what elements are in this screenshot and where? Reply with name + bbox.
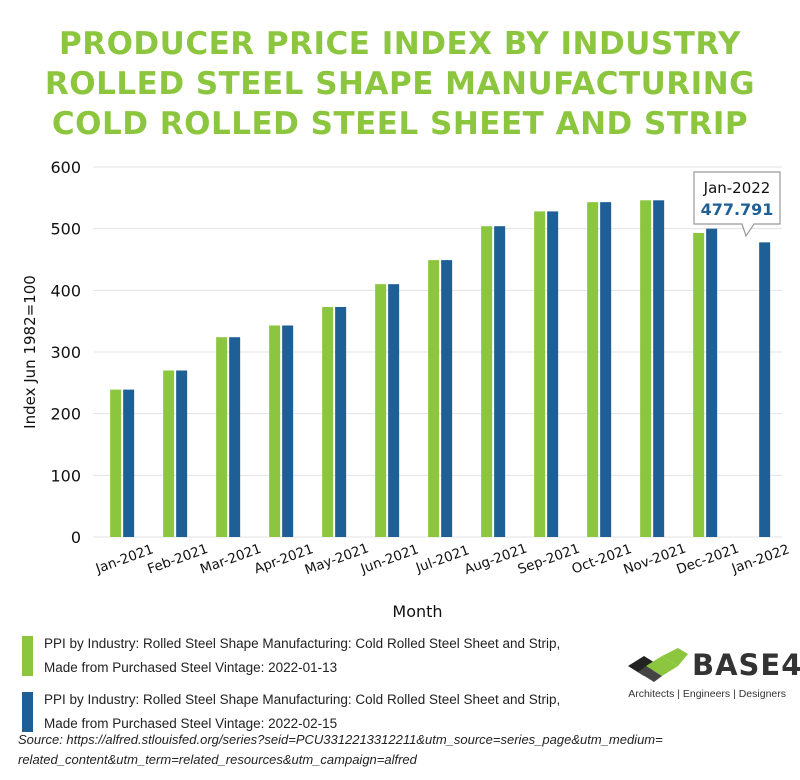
y-tick-label-200: 200 [50,405,81,424]
bar-series2-Oct-2021 [600,202,612,537]
legend-item-series-2: PPI by Industry: Rolled Steel Shape Manu… [22,688,582,736]
bar-series2-Nov-2021 [653,200,665,538]
x-tick-label-Jan-2021: Jan-2021 [93,541,156,577]
bar-series1-Jan-2021 [110,389,122,537]
x-axis-title: Month [392,602,442,621]
bar-series2-Dec-2021 [706,228,718,537]
legend: PPI by Industry: Rolled Steel Shape Manu… [22,632,582,744]
x-tick-label-Mar-2021: Mar-2021 [198,541,263,578]
y-tick-label-0: 0 [71,528,81,547]
title-line-2: ROLLED STEEL SHAPE MANUFACTURING [44,66,756,102]
bar-series1-Mar-2021 [216,337,228,537]
y-tick-label-500: 500 [50,220,81,239]
y-axis-title: Index Jun 1982=100 [21,275,39,429]
legend-item-series-1: PPI by Industry: Rolled Steel Shape Manu… [22,632,582,680]
y-tick-label-300: 300 [50,343,81,362]
bar-series2-Jan-2021 [123,389,135,537]
logo-tagline: Architects | Engineers | Designers [628,688,786,700]
bar-series1-Aug-2021 [481,226,493,537]
bar-series2-Jan-2022 [759,242,771,537]
bar-series1-Jun-2021 [375,284,387,537]
bar-series2-Jun-2021 [388,284,400,537]
logo-wordmark: BASE4 [692,648,800,682]
bar-series2-Jul-2021 [441,260,453,537]
bar-series1-Oct-2021 [587,202,599,537]
title-line-3: COLD ROLLED STEEL SHEET AND STRIP [51,106,749,142]
legend-swatch-blue [22,692,33,732]
bar-series2-Apr-2021 [282,325,294,537]
y-tick-label-600: 600 [50,158,81,177]
bar-series1-Nov-2021 [640,200,652,538]
annotation-label: Jan-2022 [703,179,771,197]
bar-series1-May-2021 [322,306,334,537]
x-tick-label-Jul-2021: Jul-2021 [413,542,472,576]
source-note: Source: https://alfred.stlouisfed.org/se… [18,732,663,767]
bar-series2-Aug-2021 [494,226,506,537]
title-line-1: PRODUCER PRICE INDEX BY INDUSTRY [58,26,741,62]
chart-title: PRODUCER PRICE INDEX BY INDUSTRY ROLLED … [0,24,800,144]
bar-series2-Sep-2021 [547,211,559,537]
y-tick-label-100: 100 [50,466,81,485]
bar-chart: 0100200300400500600Jan-2021Feb-2021Mar-2… [21,158,792,621]
bar-series2-May-2021 [335,306,347,537]
bar-series1-Apr-2021 [269,325,281,537]
base4-logo: BASE4 Architects | Engineers | Designers [624,646,800,706]
legend-swatch-green [22,636,33,676]
y-tick-label-400: 400 [50,281,81,300]
x-tick-label-Jan-2022: Jan-2022 [729,541,792,577]
legend-label-series-1: PPI by Industry: Rolled Steel Shape Manu… [44,636,561,675]
cube-logo-icon [628,648,688,682]
bar-series1-Dec-2021 [693,232,705,537]
x-tick-label-May-2021: May-2021 [303,540,371,578]
annotation-value: 477.791 [701,200,774,219]
bar-series1-Sep-2021 [534,211,546,537]
bar-series1-Jul-2021 [428,260,440,537]
annotation-callout [693,171,781,238]
bar-series1-Feb-2021 [163,370,175,537]
legend-label-series-2: PPI by Industry: Rolled Steel Shape Manu… [44,692,561,731]
bar-series2-Mar-2021 [229,337,241,537]
bar-series2-Feb-2021 [176,370,188,537]
